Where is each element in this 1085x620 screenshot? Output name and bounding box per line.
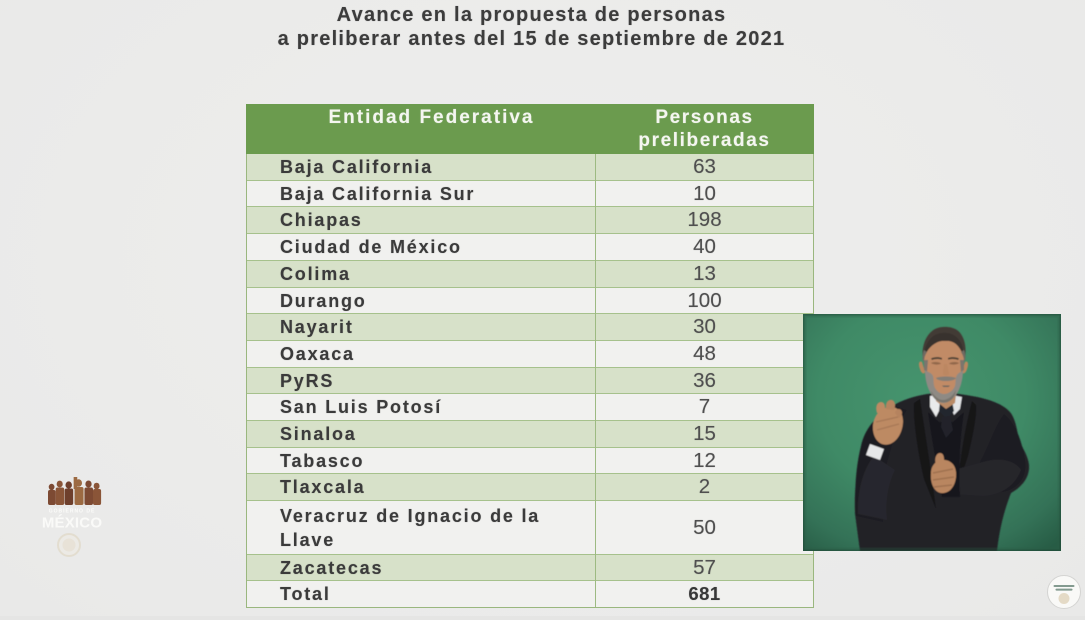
- svg-text:MÉXICO: MÉXICO: [42, 515, 103, 532]
- svg-text:GOBIERNO DE: GOBIERNO DE: [49, 509, 96, 515]
